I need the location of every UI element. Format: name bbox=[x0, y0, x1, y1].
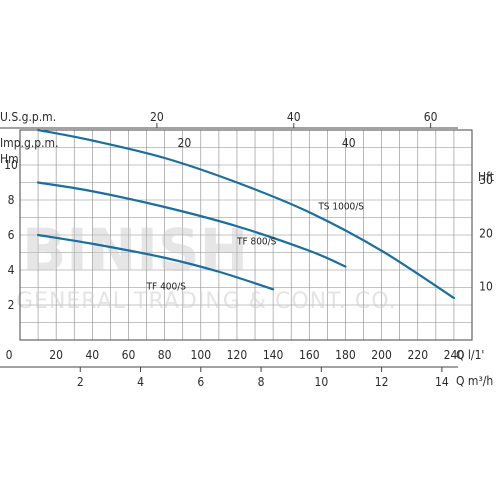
q-m3h-tick: 4 bbox=[137, 375, 144, 389]
q-ls-tick: 120 bbox=[227, 348, 248, 362]
curve-tf-400-s bbox=[36, 233, 275, 291]
curve-label: TF 400/S bbox=[146, 281, 187, 292]
q-m3h-axis-label: Q m³/h bbox=[456, 374, 493, 388]
head-ft-tick: 10 bbox=[479, 280, 493, 294]
performance-curves: TS 1000/S TF 800/S TF 400/S bbox=[36, 128, 456, 300]
q-ls-tick: 40 bbox=[85, 348, 99, 362]
q-m3h-tick: 10 bbox=[314, 375, 328, 389]
head-m-tick: 8 bbox=[8, 193, 15, 207]
axis-labels: U.S.g.p.m. Imp.g.p.m. Hm Hft Q l/1' Q m³… bbox=[0, 110, 494, 388]
q-ls-tick: 100 bbox=[190, 348, 211, 362]
plot-border bbox=[19, 129, 473, 341]
imp-gpm-tick: 40 bbox=[342, 136, 356, 150]
watermark-company: GENERAL TRADING & CONT. CO. bbox=[16, 289, 397, 314]
head-m-axis-label: Hm bbox=[0, 152, 19, 166]
q-ls-tick: 140 bbox=[263, 348, 284, 362]
watermark-brand: BINISH bbox=[22, 216, 248, 284]
q-ls-tick: 220 bbox=[407, 348, 428, 362]
q-ls-tick: 240 bbox=[444, 348, 465, 362]
q-m3h-tick: 14 bbox=[435, 375, 449, 389]
imp-gpm-tick: 20 bbox=[178, 136, 192, 150]
us-gpm-tick: 60 bbox=[424, 110, 438, 124]
q-m3h-tick: 6 bbox=[197, 375, 204, 389]
head-ft-tick: 30 bbox=[479, 173, 493, 187]
q-ls-tick: 180 bbox=[335, 348, 356, 362]
head-m-tick: 4 bbox=[8, 263, 15, 277]
curve-tf-800-s bbox=[36, 181, 347, 268]
us-gpm-tick: 20 bbox=[150, 110, 164, 124]
q-ls-tick: 20 bbox=[49, 348, 63, 362]
imp-gpm-axis-label: Imp.g.p.m. bbox=[0, 136, 59, 150]
head-ft-tick: 20 bbox=[479, 226, 493, 240]
q-m3h-tick: 2 bbox=[77, 375, 84, 389]
q-ls-tick: 200 bbox=[371, 348, 392, 362]
q-ls-tick: 0 bbox=[6, 348, 13, 362]
q-ls-tick: 80 bbox=[158, 348, 172, 362]
grid bbox=[20, 130, 472, 340]
head-ft-axis-label: Hft bbox=[478, 170, 494, 184]
head-m-tick: 6 bbox=[8, 228, 15, 242]
watermark: BINISH GENERAL TRADING & CONT. CO. bbox=[16, 216, 397, 314]
plot-frame bbox=[0, 123, 473, 372]
q-ls-axis-label: Q l/1' bbox=[456, 348, 484, 362]
head-m-tick: 2 bbox=[8, 298, 15, 312]
curve-label: TF 800/S bbox=[236, 237, 277, 248]
q-ls-tick: 60 bbox=[122, 348, 136, 362]
curve-ts-1000-s bbox=[36, 128, 456, 300]
head-m-tick: 10 bbox=[4, 158, 18, 172]
us-gpm-axis-label: U.S.g.p.m. bbox=[0, 110, 56, 124]
q-ls-tick: 160 bbox=[299, 348, 320, 362]
us-gpm-tick: 40 bbox=[287, 110, 301, 124]
curve-label: TS 1000/S bbox=[317, 202, 364, 213]
q-m3h-tick: 8 bbox=[258, 375, 265, 389]
q-m3h-tick: 12 bbox=[375, 375, 389, 389]
